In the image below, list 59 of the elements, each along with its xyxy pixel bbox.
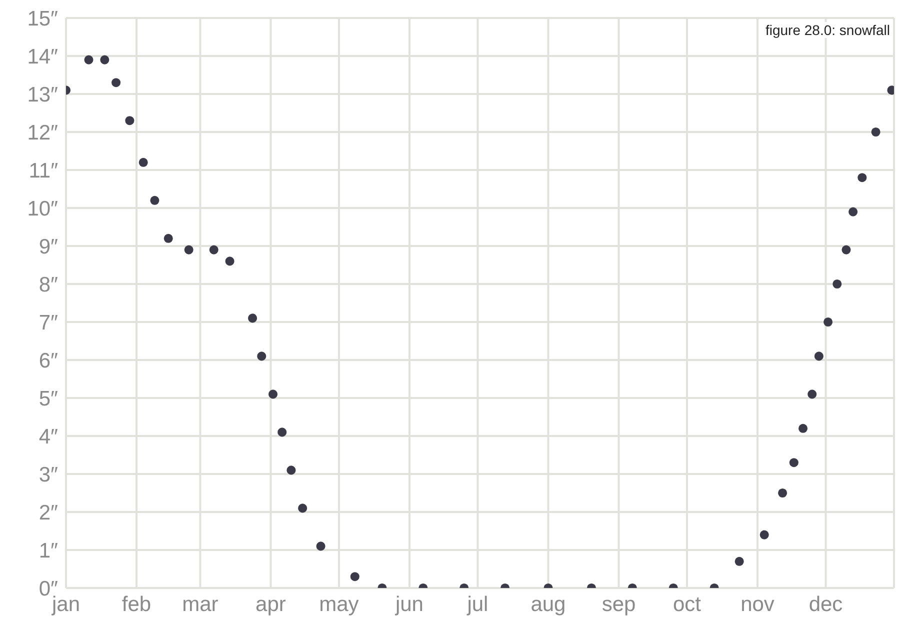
x-tick-label: apr — [256, 592, 286, 616]
point — [842, 245, 851, 254]
x-tick-label: sep — [602, 592, 636, 616]
point — [808, 390, 817, 399]
point — [248, 314, 258, 323]
point — [832, 279, 842, 289]
y-tick-label: 14″ — [27, 45, 59, 68]
point — [268, 390, 278, 399]
x-tick-label: aug — [530, 592, 566, 616]
x-tick-label: jul — [466, 592, 488, 616]
point — [871, 127, 880, 137]
x-tick-label: jun — [394, 592, 424, 616]
point — [209, 245, 218, 254]
point — [858, 173, 867, 182]
y-tick-label: 15″ — [27, 7, 59, 30]
y-tick-label: 4″ — [38, 425, 59, 448]
y-tick-label: 3″ — [38, 463, 59, 486]
point — [138, 158, 148, 167]
y-tick-label: 7″ — [38, 311, 59, 334]
point — [848, 207, 858, 216]
point — [278, 428, 287, 437]
y-tick-label: 8″ — [38, 273, 59, 296]
y-tick-label: 2″ — [38, 501, 59, 524]
chart-title: figure 28.0: snowfall — [765, 22, 890, 38]
point — [257, 352, 266, 361]
y-tick-label: 9″ — [38, 235, 59, 258]
point — [286, 466, 296, 475]
point — [778, 488, 788, 498]
point — [760, 530, 769, 540]
point — [798, 424, 808, 433]
point — [350, 572, 360, 582]
y-tick-label: 12″ — [27, 121, 59, 144]
point — [164, 234, 173, 243]
point — [814, 352, 824, 361]
point — [734, 556, 744, 566]
point — [112, 78, 121, 88]
x-tick-label: oct — [672, 592, 702, 616]
point — [789, 458, 798, 468]
point — [316, 542, 326, 551]
x-tick-label: dec — [808, 592, 843, 616]
x-tick-label: jan — [50, 592, 80, 616]
point — [150, 196, 160, 205]
y-tick-label: 11″ — [28, 159, 59, 182]
x-tick-label: may — [319, 592, 360, 616]
point — [125, 116, 134, 126]
point — [298, 504, 308, 513]
y-tick-label: 13″ — [27, 83, 59, 106]
x-tick-label: feb — [122, 592, 152, 616]
point — [84, 55, 94, 64]
point — [100, 55, 110, 64]
point — [225, 256, 234, 266]
y-tick-label: 10″ — [27, 197, 59, 220]
y-tick-label: 1″ — [38, 539, 59, 562]
y-tick-label: 5″ — [38, 387, 59, 410]
point — [824, 317, 833, 327]
point — [184, 245, 194, 254]
x-tick-label: nov — [740, 592, 775, 616]
x-tick-label: mar — [182, 592, 218, 616]
y-tick-label: 6″ — [38, 349, 59, 372]
